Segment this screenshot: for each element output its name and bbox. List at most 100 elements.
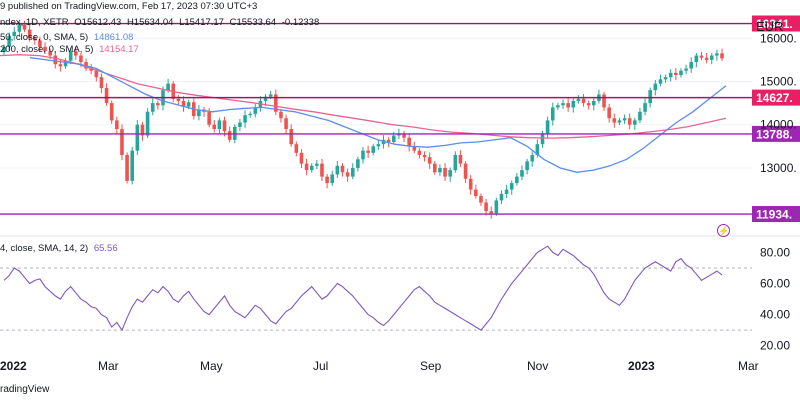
candle-body — [294, 144, 299, 153]
candle-body — [617, 120, 622, 123]
candle-body — [207, 111, 211, 125]
candle-body — [356, 159, 360, 168]
candle-body — [463, 163, 468, 179]
publish-line: 9 published on TradingView.com, Feb 17, … — [0, 1, 258, 12]
candle-body — [684, 68, 688, 71]
candle-body — [248, 113, 252, 116]
candle-body — [22, 24, 27, 30]
ma50-label: 50, close, 0, SMA, 5) — [0, 32, 89, 43]
footer-brand: radingView — [0, 384, 50, 395]
candle-body — [720, 53, 724, 59]
candle-body — [509, 183, 514, 190]
currency-label: EUR — [756, 19, 784, 34]
candle-body — [12, 31, 17, 37]
candle-body — [366, 150, 370, 153]
candle-body — [715, 53, 719, 56]
price-tick-label: 15000. — [760, 74, 797, 88]
candle-body — [550, 107, 555, 121]
candle-body — [299, 152, 304, 164]
rsi-legend: 4, close, SMA, 14, 2) 65.56 — [0, 243, 118, 254]
high-value: H15634.04 — [126, 17, 174, 28]
candle-body — [633, 120, 637, 125]
candle-body — [43, 46, 47, 52]
time-tick-label: Mar — [738, 359, 759, 373]
candle-body — [263, 96, 268, 101]
ohlc-legend: ndex, 1D, XETR O15612.43 H15634.04 L1541… — [0, 17, 319, 28]
candle-body — [638, 111, 642, 121]
ma200-value: 14154.17 — [99, 44, 139, 55]
candle-body — [468, 178, 473, 190]
candle-body — [74, 51, 78, 56]
candle-body — [402, 133, 406, 138]
candle-body — [376, 144, 381, 147]
candle-body — [648, 90, 652, 104]
rsi-pane: 20.00 40.00 60.00 80.00 — [0, 245, 790, 353]
candle-body — [371, 146, 376, 153]
ma50-value: 14861.08 — [93, 32, 134, 43]
ma50-line — [29, 57, 727, 173]
candle-body — [427, 157, 432, 164]
candle-body — [381, 139, 386, 145]
candle-body — [704, 57, 709, 60]
candle-body — [586, 103, 591, 106]
candle-body — [89, 68, 93, 71]
candle-body — [453, 154, 458, 171]
time-tick-label: Jul — [313, 359, 328, 373]
candle-body — [63, 60, 68, 67]
level-tag — [752, 125, 800, 142]
candle-body — [7, 36, 11, 47]
candle-body — [479, 196, 483, 203]
candle-body — [407, 137, 411, 147]
lightning-icon[interactable]: ⚡ — [717, 224, 730, 237]
candle-body — [238, 122, 242, 127]
price-tick-label: 13000. — [760, 161, 797, 175]
candle-body — [243, 115, 247, 123]
candle-body — [17, 24, 22, 32]
candle-body — [653, 83, 658, 91]
candle-body — [150, 103, 155, 112]
candle-body — [658, 79, 663, 84]
candle-body — [438, 167, 442, 173]
candle-body — [274, 94, 278, 112]
rsi-line — [3, 245, 723, 332]
candle-body — [197, 109, 201, 117]
change-value: -0.12338 — [281, 17, 320, 28]
candle-body — [94, 70, 99, 78]
close-value: C15533.64 — [229, 17, 277, 28]
candle-body — [679, 70, 683, 76]
candle-body — [145, 111, 150, 136]
level-tag-label: 16341. — [756, 17, 793, 31]
candle-body — [53, 55, 58, 65]
candle-body — [166, 83, 170, 91]
candle-body — [663, 77, 668, 80]
ma200-line — [0, 54, 727, 139]
price-grid — [0, 37, 752, 169]
candle-body — [622, 118, 627, 121]
price-tick-label: 16000. — [760, 31, 797, 45]
time-tick-label: Nov — [527, 359, 548, 373]
level-tag-label: 13788. — [756, 127, 793, 141]
time-tick-label: Sep — [420, 359, 442, 373]
level-tag — [752, 89, 800, 106]
candle-body — [458, 154, 463, 164]
candle-body — [515, 176, 519, 184]
candle-body — [504, 189, 509, 194]
candle-body — [58, 64, 63, 67]
candle-body — [581, 98, 586, 104]
candle-body — [335, 165, 340, 175]
candle-body — [668, 72, 673, 78]
low-value: L15417.17 — [179, 17, 224, 28]
symbol-label: ndex, 1D, XETR — [0, 17, 69, 28]
candle-body — [99, 77, 104, 88]
ma50-legend: 50, close, 0, SMA, 5) 14861.08 — [0, 32, 133, 43]
ma200-label: 200, close, 0, SMA, 5) — [0, 44, 94, 55]
candle-body — [674, 72, 678, 76]
candle-body — [340, 165, 345, 173]
candle-body — [443, 167, 447, 177]
candle-body — [253, 107, 258, 114]
candle-body — [68, 51, 73, 61]
candle-body — [545, 120, 550, 134]
time-tick-label: 2022 — [0, 359, 27, 373]
candle-body — [612, 118, 617, 123]
level-tag-label: 11934. — [756, 208, 792, 222]
